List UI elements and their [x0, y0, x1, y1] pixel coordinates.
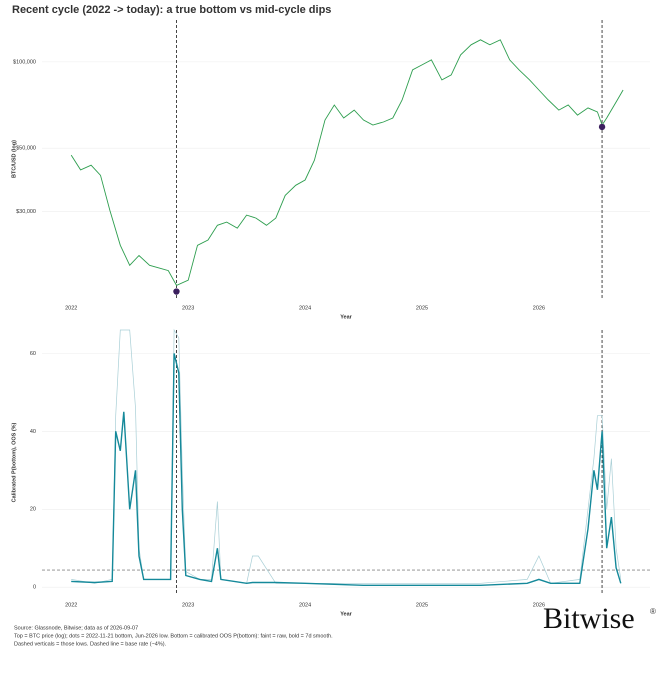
y-tick-label: 60 — [30, 351, 36, 357]
low-marker — [173, 288, 180, 295]
x-axis-label: Year — [340, 611, 352, 617]
y-tick-label: 20 — [30, 507, 36, 513]
footer-line: Dashed verticals = those lows. Dashed li… — [14, 641, 167, 647]
x-tick-label: 2023 — [182, 602, 194, 608]
y-axis-label: BTC/USD (log) — [11, 140, 17, 178]
x-tick-label: 2026 — [533, 602, 545, 608]
series-line — [70, 39, 624, 286]
x-axis-label: Year — [340, 314, 352, 320]
x-tick-label: 2026 — [533, 305, 545, 311]
x-tick-label: 2025 — [416, 602, 428, 608]
logo-mark: ® — [650, 607, 656, 616]
footer-line: Top = BTC price (log); dots = 2022-11-21… — [14, 633, 333, 639]
x-tick-label: 2022 — [65, 305, 77, 311]
footer-line: Source: Glassnode, Bitwise; data as of 2… — [14, 625, 138, 631]
x-tick-label: 2023 — [182, 305, 194, 311]
x-tick-label: 2024 — [299, 602, 311, 608]
logo: Bitwise — [543, 602, 635, 635]
x-tick-label: 2022 — [65, 602, 77, 608]
y-tick-label: 0 — [33, 585, 36, 591]
series-line — [71, 328, 622, 584]
chart-title: Recent cycle (2022 -> today): a true bot… — [12, 4, 331, 16]
series-line — [71, 353, 622, 586]
y-axis-label: Calibrated P(bottom), OOS (%) — [11, 422, 17, 502]
y-tick-label: 40 — [30, 429, 36, 435]
y-tick-label: $30,000 — [16, 209, 36, 215]
y-tick-label: $100,000 — [13, 59, 36, 65]
y-tick-label: $50,000 — [16, 146, 36, 152]
x-tick-label: 2025 — [416, 305, 428, 311]
low-marker — [598, 123, 606, 131]
x-tick-label: 2024 — [299, 305, 311, 311]
